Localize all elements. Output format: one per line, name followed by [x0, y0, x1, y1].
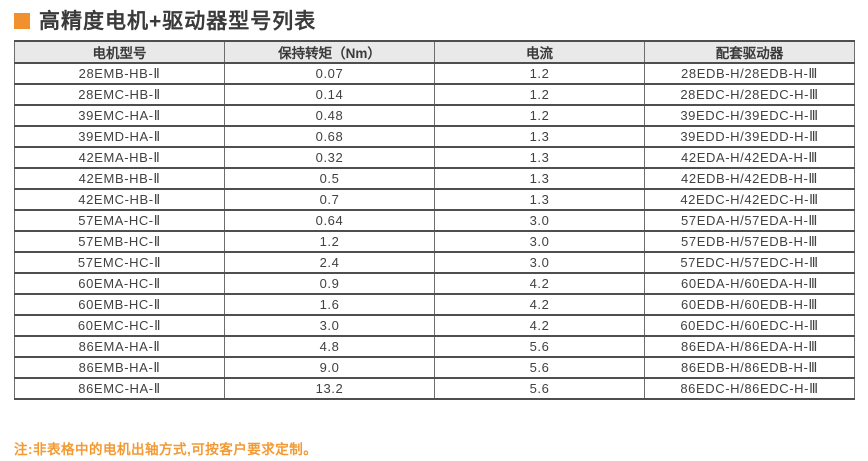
cell-holding-torque: 4.8: [224, 336, 435, 358]
cell-motor-model: 57EMA-HC-Ⅱ: [14, 210, 225, 232]
table-row: 28EMB-HB-Ⅱ 0.07 1.2 28EDB-H/28EDB-H-Ⅲ: [14, 63, 855, 85]
orange-square-bullet-icon: [14, 13, 30, 29]
cell-motor-model: 57EMB-HC-Ⅱ: [14, 231, 225, 253]
cell-matching-driver: 57EDA-H/57EDA-H-Ⅲ: [644, 210, 855, 232]
cell-current: 3.0: [434, 210, 645, 232]
cell-holding-torque: 13.2: [224, 378, 435, 400]
cell-holding-torque: 9.0: [224, 357, 435, 379]
cell-current: 1.3: [434, 168, 645, 190]
cell-matching-driver: 86EDA-H/86EDA-H-Ⅲ: [644, 336, 855, 358]
cell-matching-driver: 86EDB-H/86EDB-H-Ⅲ: [644, 357, 855, 379]
cell-holding-torque: 1.2: [224, 231, 435, 253]
table-row: 57EMA-HC-Ⅱ 0.64 3.0 57EDA-H/57EDA-H-Ⅲ: [14, 210, 855, 232]
cell-current: 1.3: [434, 147, 645, 169]
cell-motor-model: 86EMA-HA-Ⅱ: [14, 336, 225, 358]
cell-motor-model: 86EMB-HA-Ⅱ: [14, 357, 225, 379]
cell-matching-driver: 60EDB-H/60EDB-H-Ⅲ: [644, 294, 855, 316]
table-row: 60EMB-HC-Ⅱ 1.6 4.2 60EDB-H/60EDB-H-Ⅲ: [14, 294, 855, 316]
table-row: 28EMC-HB-Ⅱ 0.14 1.2 28EDC-H/28EDC-H-Ⅲ: [14, 84, 855, 106]
cell-motor-model: 42EMA-HB-Ⅱ: [14, 147, 225, 169]
cell-motor-model: 28EMB-HB-Ⅱ: [14, 63, 225, 85]
cell-current: 1.3: [434, 126, 645, 148]
cell-current: 3.0: [434, 231, 645, 253]
table-row: 42EMC-HB-Ⅱ 0.7 1.3 42EDC-H/42EDC-H-Ⅲ: [14, 189, 855, 211]
motor-driver-spec-table: 电机型号 保持转矩（Nm） 电流 配套驱动器 28EMB-HB-Ⅱ 0.07 1…: [14, 40, 855, 400]
cell-matching-driver: 42EDB-H/42EDB-H-Ⅲ: [644, 168, 855, 190]
cell-motor-model: 39EMD-HA-Ⅱ: [14, 126, 225, 148]
cell-holding-torque: 3.0: [224, 315, 435, 337]
cell-holding-torque: 0.64: [224, 210, 435, 232]
table-body: 28EMB-HB-Ⅱ 0.07 1.2 28EDB-H/28EDB-H-Ⅲ 28…: [14, 63, 855, 400]
cell-holding-torque: 0.7: [224, 189, 435, 211]
cell-holding-torque: 0.48: [224, 105, 435, 127]
cell-motor-model: 60EMA-HC-Ⅱ: [14, 273, 225, 295]
cell-matching-driver: 86EDC-H/86EDC-H-Ⅲ: [644, 378, 855, 400]
cell-current: 1.2: [434, 84, 645, 106]
cell-holding-torque: 0.14: [224, 84, 435, 106]
section-title-row: 高精度电机+驱动器型号列表: [0, 0, 868, 33]
cell-motor-model: 60EMC-HC-Ⅱ: [14, 315, 225, 337]
cell-current: 4.2: [434, 294, 645, 316]
cell-motor-model: 42EMC-HB-Ⅱ: [14, 189, 225, 211]
cell-motor-model: 39EMC-HA-Ⅱ: [14, 105, 225, 127]
table-row: 60EMA-HC-Ⅱ 0.9 4.2 60EDA-H/60EDA-H-Ⅲ: [14, 273, 855, 295]
cell-matching-driver: 57EDC-H/57EDC-H-Ⅲ: [644, 252, 855, 274]
cell-matching-driver: 57EDB-H/57EDB-H-Ⅲ: [644, 231, 855, 253]
cell-holding-torque: 0.07: [224, 63, 435, 85]
table-row: 86EMA-HA-Ⅱ 4.8 5.6 86EDA-H/86EDA-H-Ⅲ: [14, 336, 855, 358]
table-row: 42EMB-HB-Ⅱ 0.5 1.3 42EDB-H/42EDB-H-Ⅲ: [14, 168, 855, 190]
cell-holding-torque: 0.5: [224, 168, 435, 190]
page-title: 高精度电机+驱动器型号列表: [39, 10, 317, 33]
table-row: 39EMC-HA-Ⅱ 0.48 1.2 39EDC-H/39EDC-H-Ⅲ: [14, 105, 855, 127]
table-header-row: 电机型号 保持转矩（Nm） 电流 配套驱动器: [14, 40, 855, 64]
cell-holding-torque: 0.32: [224, 147, 435, 169]
table-row: 60EMC-HC-Ⅱ 3.0 4.2 60EDC-H/60EDC-H-Ⅲ: [14, 315, 855, 337]
cell-current: 5.6: [434, 378, 645, 400]
table-row: 42EMA-HB-Ⅱ 0.32 1.3 42EDA-H/42EDA-H-Ⅲ: [14, 147, 855, 169]
cell-matching-driver: 28EDC-H/28EDC-H-Ⅲ: [644, 84, 855, 106]
cell-holding-torque: 0.9: [224, 273, 435, 295]
cell-current: 1.3: [434, 189, 645, 211]
cell-motor-model: 42EMB-HB-Ⅱ: [14, 168, 225, 190]
cell-matching-driver: 60EDC-H/60EDC-H-Ⅲ: [644, 315, 855, 337]
table-header: 电机型号 保持转矩（Nm） 电流 配套驱动器: [14, 40, 855, 64]
cell-matching-driver: 60EDA-H/60EDA-H-Ⅲ: [644, 273, 855, 295]
cell-current: 5.6: [434, 357, 645, 379]
cell-current: 3.0: [434, 252, 645, 274]
table-row: 39EMD-HA-Ⅱ 0.68 1.3 39EDD-H/39EDD-H-Ⅲ: [14, 126, 855, 148]
cell-current: 4.2: [434, 315, 645, 337]
header-current: 电流: [434, 40, 645, 64]
customization-note: 注:非表格中的电机出轴方式,可按客户要求定制。: [14, 442, 318, 457]
table-row: 86EMC-HA-Ⅱ 13.2 5.6 86EDC-H/86EDC-H-Ⅲ: [14, 378, 855, 400]
cell-motor-model: 57EMC-HC-Ⅱ: [14, 252, 225, 274]
cell-motor-model: 28EMC-HB-Ⅱ: [14, 84, 225, 106]
cell-current: 4.2: [434, 273, 645, 295]
cell-matching-driver: 39EDD-H/39EDD-H-Ⅲ: [644, 126, 855, 148]
cell-current: 5.6: [434, 336, 645, 358]
cell-holding-torque: 0.68: [224, 126, 435, 148]
cell-holding-torque: 2.4: [224, 252, 435, 274]
cell-motor-model: 86EMC-HA-Ⅱ: [14, 378, 225, 400]
table-row: 57EMC-HC-Ⅱ 2.4 3.0 57EDC-H/57EDC-H-Ⅲ: [14, 252, 855, 274]
cell-matching-driver: 39EDC-H/39EDC-H-Ⅲ: [644, 105, 855, 127]
header-motor-model: 电机型号: [14, 40, 225, 64]
table-row: 57EMB-HC-Ⅱ 1.2 3.0 57EDB-H/57EDB-H-Ⅲ: [14, 231, 855, 253]
cell-current: 1.2: [434, 105, 645, 127]
cell-current: 1.2: [434, 63, 645, 85]
cell-matching-driver: 42EDA-H/42EDA-H-Ⅲ: [644, 147, 855, 169]
table-row: 86EMB-HA-Ⅱ 9.0 5.6 86EDB-H/86EDB-H-Ⅲ: [14, 357, 855, 379]
header-holding-torque: 保持转矩（Nm）: [224, 40, 435, 64]
cell-holding-torque: 1.6: [224, 294, 435, 316]
cell-matching-driver: 42EDC-H/42EDC-H-Ⅲ: [644, 189, 855, 211]
cell-matching-driver: 28EDB-H/28EDB-H-Ⅲ: [644, 63, 855, 85]
cell-motor-model: 60EMB-HC-Ⅱ: [14, 294, 225, 316]
header-matching-driver: 配套驱动器: [644, 40, 855, 64]
